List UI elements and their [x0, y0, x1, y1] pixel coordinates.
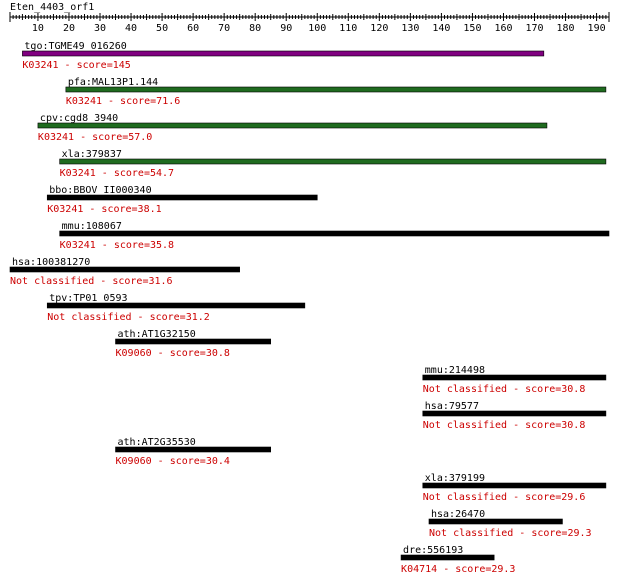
hit-name[interactable]: hsa:26470 — [431, 509, 485, 520]
hit-annotation: Not classified - score=29.3 — [429, 528, 592, 539]
hit-bar[interactable] — [400, 554, 495, 561]
hit-name[interactable]: pfa:MAL13P1.144 — [68, 77, 158, 88]
hit-name[interactable]: hsa:100381270 — [12, 257, 90, 268]
hit-bar[interactable] — [22, 50, 545, 57]
hit-row[interactable]: tpv:TP01_0593 Not classified - score=31.2 — [46, 293, 306, 323]
query-title: Eten_4403_orf1 — [10, 2, 94, 13]
hit-name[interactable]: mmu:214498 — [425, 365, 485, 376]
hit-bar[interactable] — [59, 230, 610, 237]
ruler-tick-label: 90 — [280, 23, 292, 34]
hit-row[interactable]: cpv:cgd8_3940 K03241 - score=57.0 — [37, 113, 548, 143]
hit-annotation: K03241 - score=57.0 — [38, 132, 152, 143]
hit-row[interactable]: ath:AT1G32150 K09060 - score=30.8 — [115, 329, 272, 359]
hit-row[interactable]: hsa:26470 Not classified - score=29.3 — [428, 509, 592, 539]
ruler-tick-label: 160 — [494, 23, 512, 34]
hit-annotation: K04714 - score=29.3 — [401, 564, 515, 575]
hit-annotation: Not classified - score=29.6 — [423, 492, 586, 503]
hit-name[interactable]: tgo:TGME49_016260 — [24, 41, 126, 52]
sequence-ruler: 10 20 30 40 50 60 70 80 90 100 110 120 130 140 150 160 1… — [9, 12, 610, 34]
hit-annotation: K03241 - score=38.1 — [47, 204, 161, 215]
hit-row[interactable]: bbo:BBOV_II000340 K03241 - score=38.1 — [46, 185, 318, 215]
hit-name[interactable]: tpv:TP01_0593 — [49, 293, 127, 304]
ruler-tick-label: 50 — [156, 23, 168, 34]
ruler-tick-label: 120 — [370, 23, 388, 34]
hit-row[interactable]: xla:379837 K03241 - score=54.7 — [59, 149, 607, 179]
hit-name[interactable]: ath:AT1G32150 — [118, 329, 196, 340]
hit-bar[interactable] — [46, 302, 306, 309]
hit-row[interactable]: pfa:MAL13P1.144 K03241 - score=71.6 — [65, 77, 607, 107]
hit-name[interactable]: bbo:BBOV_II000340 — [49, 185, 151, 196]
ruler-tick-label: 10 — [32, 23, 44, 34]
ruler-tick-label: 20 — [63, 23, 75, 34]
hit-name[interactable]: xla:379837 — [62, 149, 122, 160]
hit-bar[interactable] — [65, 86, 607, 93]
hit-name[interactable]: hsa:79577 — [425, 401, 479, 412]
hit-row[interactable]: tgo:TGME49_016260 K03241 - score=145 — [22, 41, 545, 71]
hit-row[interactable]: mmu:108067 K03241 - score=35.8 — [59, 221, 610, 251]
hit-bar[interactable] — [9, 266, 240, 273]
hit-annotation: Not classified - score=31.2 — [47, 312, 210, 323]
hit-annotation: Not classified - score=31.6 — [10, 276, 173, 287]
ruler-tick-label: 60 — [187, 23, 199, 34]
hit-annotation: K03241 - score=71.6 — [66, 96, 180, 107]
ruler-tick-label: 180 — [557, 23, 575, 34]
hit-annotation: K03241 - score=54.7 — [60, 168, 174, 179]
hit-bar[interactable] — [115, 338, 272, 345]
ruler-tick-label: 170 — [525, 23, 543, 34]
hit-bar[interactable] — [428, 518, 563, 525]
hit-name[interactable]: cpv:cgd8_3940 — [40, 113, 118, 124]
hit-list: tgo:TGME49_016260 K03241 - score=145 pfa:M… — [9, 41, 610, 575]
ruler-tick-label: 190 — [588, 23, 606, 34]
hit-annotation: K03241 - score=145 — [22, 60, 130, 71]
hit-annotation: K03241 - score=35.8 — [60, 240, 174, 251]
hit-bar[interactable] — [422, 410, 607, 417]
hit-bar[interactable] — [37, 122, 548, 129]
hit-name[interactable]: dre:556193 — [403, 545, 463, 556]
hit-row[interactable]: mmu:214498 Not classified - score=30.8 — [422, 365, 607, 395]
ruler-tick-label: 70 — [218, 23, 230, 34]
ruler-tick-label: 110 — [339, 23, 357, 34]
ruler-tick-label: 40 — [125, 23, 137, 34]
hit-name[interactable]: xla:379199 — [425, 473, 485, 484]
hit-row[interactable]: xla:379199 Not classified - score=29.6 — [422, 473, 607, 503]
hit-row[interactable]: ath:AT2G35530 K09060 - score=30.4 — [115, 437, 272, 467]
hit-name[interactable]: ath:AT2G35530 — [118, 437, 196, 448]
ruler-tick-label: 30 — [94, 23, 106, 34]
hit-bar[interactable] — [422, 374, 607, 381]
ruler-tick-label: 100 — [308, 23, 326, 34]
hit-row[interactable]: dre:556193 K04714 - score=29.3 — [400, 545, 515, 575]
ruler-tick-label: 150 — [463, 23, 481, 34]
ruler-tick-label: 140 — [432, 23, 450, 34]
hit-bar[interactable] — [59, 158, 607, 165]
hit-annotation: K09060 - score=30.8 — [116, 348, 230, 359]
hit-row[interactable]: hsa:100381270 Not classified - score=31.6 — [9, 257, 240, 287]
hit-bar[interactable] — [422, 482, 607, 489]
ruler-tick-label: 130 — [401, 23, 419, 34]
hit-row[interactable]: hsa:79577 Not classified - score=30.8 — [422, 401, 607, 431]
hit-annotation: Not classified - score=30.8 — [423, 420, 586, 431]
hit-bar[interactable] — [115, 446, 272, 453]
ruler-tick-label: 80 — [249, 23, 261, 34]
hit-bar[interactable] — [46, 194, 318, 201]
hit-annotation: Not classified - score=30.8 — [423, 384, 586, 395]
hit-name[interactable]: mmu:108067 — [62, 221, 122, 232]
hit-annotation: K09060 - score=30.4 — [116, 456, 230, 467]
